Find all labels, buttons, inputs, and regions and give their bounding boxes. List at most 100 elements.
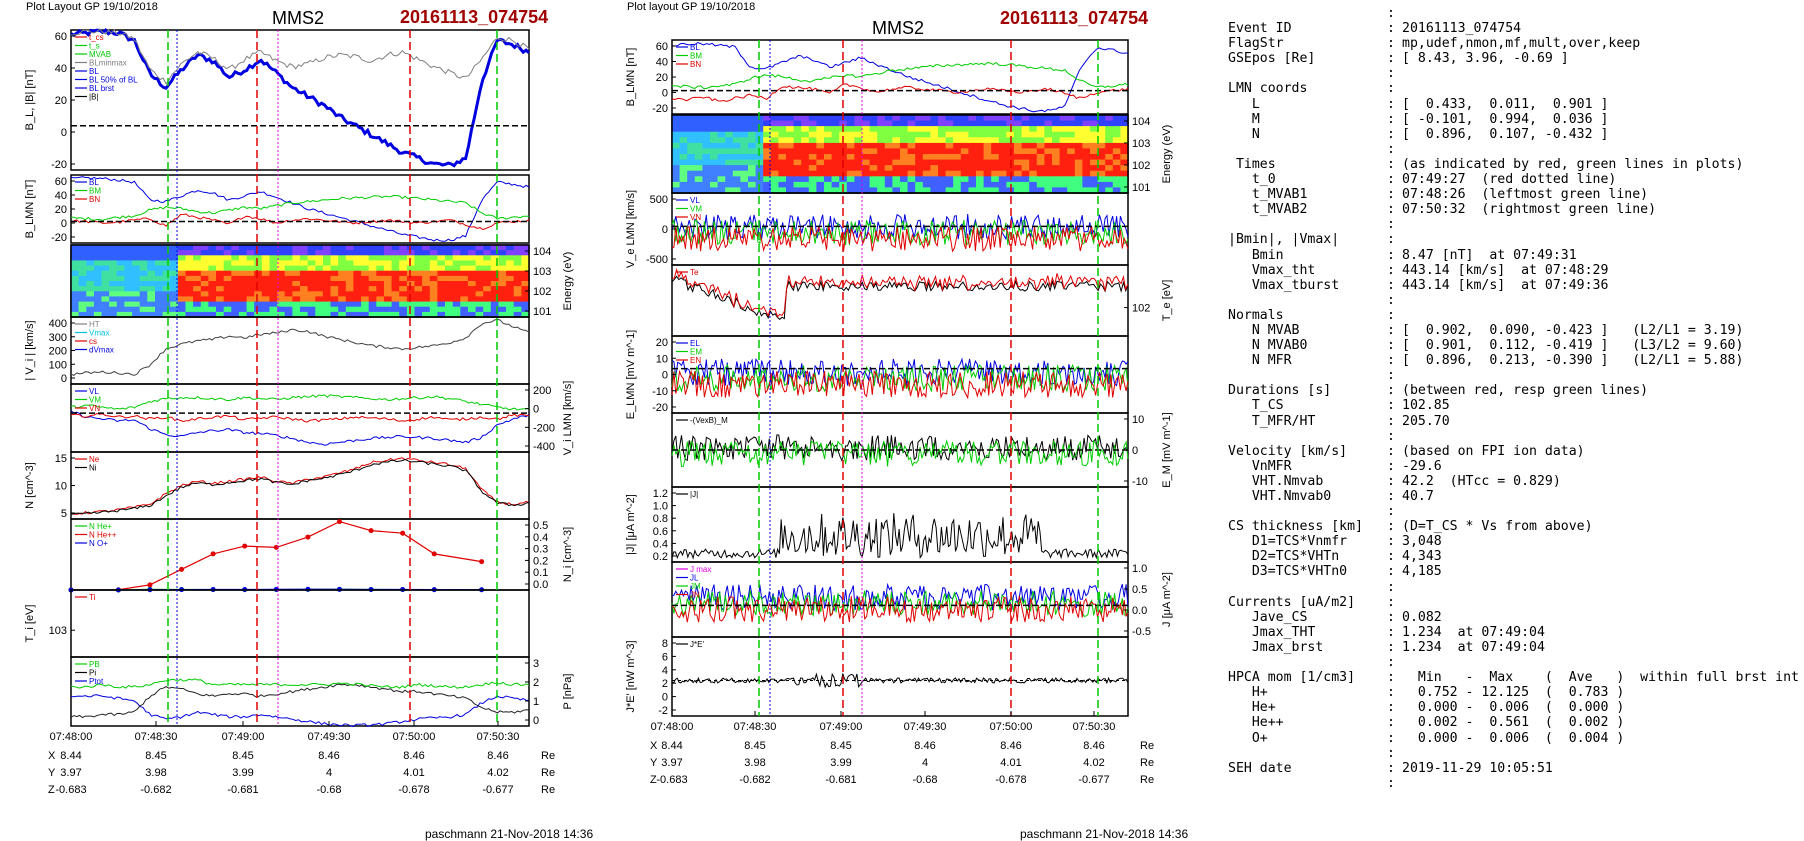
spectrogram-cell (490, 291, 499, 297)
spectrogram-cell (246, 296, 255, 303)
spectrogram-cell (1014, 165, 1023, 172)
spectrogram-cell (1090, 137, 1099, 144)
spectrogram-cell (1021, 176, 1030, 183)
spectrogram-cell (983, 120, 992, 127)
spectrogram-cell (124, 311, 133, 318)
spectrogram-cell (687, 131, 696, 138)
spectrogram-cell (740, 181, 749, 189)
spectrogram-cell (702, 176, 711, 183)
spectrogram-cell (915, 165, 924, 172)
spectrogram-cell (877, 148, 886, 155)
spectrogram-cell (368, 311, 377, 318)
spectrogram-cell (694, 159, 703, 166)
spectrogram-cell (907, 154, 916, 161)
spectrogram-cell (1029, 187, 1038, 194)
spectrogram-cell (672, 187, 681, 194)
spectrogram-cell (1059, 131, 1068, 138)
spectrogram-cell (900, 142, 909, 150)
spectrogram-cell (216, 311, 225, 318)
series-line-bm (671, 61, 1129, 90)
spectrogram-cell (208, 245, 217, 251)
spectrogram-cell (277, 270, 286, 277)
spectrogram-cell (86, 281, 95, 287)
spectrogram-cell (490, 296, 499, 303)
info-colon: : (1387, 277, 1395, 293)
spectrogram-cell (1082, 137, 1091, 144)
spectrogram-cell (793, 154, 802, 161)
spectrogram-cell (824, 159, 833, 166)
spectrogram-cell (406, 311, 416, 318)
spectrogram-cell (330, 245, 339, 251)
spectrogram-cell (452, 281, 461, 287)
y-tick-label: 200 (49, 346, 67, 358)
spectrogram-cell (139, 311, 148, 318)
spectrogram-cell (808, 187, 817, 194)
info-value: 07:48:26 (leftmost green line) (1402, 187, 1649, 203)
spectrogram-cell (277, 250, 286, 256)
spectrogram-cell (322, 270, 332, 277)
spectrogram-cell (1014, 142, 1023, 150)
spectrogram-cell (322, 306, 332, 313)
panel-frame (671, 264, 1129, 337)
info-row: t_MVAB2:07:50:32 (rightmost green line) (1228, 202, 1799, 217)
spectrogram-cell (284, 265, 293, 272)
spectrogram-cell (506, 291, 515, 297)
spectrogram-cell (1082, 131, 1091, 138)
spectrogram-cell (740, 154, 749, 161)
spectrogram-cell (307, 245, 316, 251)
spectrogram-cell (254, 311, 263, 318)
spectrogram-cell (467, 250, 477, 256)
info-row: HPCA mom [1/cm3]: Min - Max ( Ave ) with… (1228, 670, 1799, 685)
spectrogram-cell (284, 296, 293, 303)
spectrogram-cell (254, 281, 263, 287)
spectrogram-cell (490, 260, 499, 267)
spectrogram-cell (976, 181, 985, 189)
info-row: Jmax_brst:1.234 at 07:49:04 (1228, 640, 1799, 655)
info-colon: : (1387, 458, 1395, 474)
spectrogram-cell (1036, 181, 1045, 189)
spectrogram-cell (322, 255, 332, 261)
legend-label: -(VexB)_M (690, 416, 728, 425)
spectrogram-cell (139, 306, 148, 313)
spectrogram-cell (391, 270, 400, 277)
info-value: (between red, resp green lines) (1402, 383, 1649, 399)
spectrogram-cell (846, 154, 855, 161)
spectrogram-cell (200, 301, 209, 308)
spectrogram-cell (170, 265, 179, 272)
spectrogram-cell (915, 159, 924, 166)
spectrogram-cell (960, 115, 969, 122)
spectrogram-cell (231, 296, 240, 303)
spectrogram-cell (452, 265, 461, 272)
spectrogram-cell (786, 126, 795, 133)
info-row: He+: 0.000 - 0.006 ( 0.000 ) (1228, 700, 1799, 715)
spectrogram-cell (460, 306, 469, 313)
info-row: D2=TCS*VHTn:4,343 (1228, 549, 1799, 564)
spectrogram-cell (892, 137, 901, 144)
spectrogram-cell (1120, 159, 1129, 166)
spectrogram-cell (460, 260, 469, 267)
spectrogram-cell (223, 296, 232, 303)
spectrogram-cell (892, 159, 901, 166)
spectrogram-cell (338, 250, 347, 256)
spectrogram-cell (86, 270, 95, 277)
spectrogram-cell (801, 142, 810, 150)
spectrogram-cell (1120, 131, 1129, 138)
spectrogram-cell (147, 311, 156, 318)
spectrogram-cell (983, 154, 992, 161)
spectrogram-cell (748, 181, 757, 189)
y-tick-label: 6 (662, 651, 668, 663)
spectrogram-cell (1021, 154, 1030, 161)
info-row: Vmax_tht:443.14 [km/s] at 07:48:29 (1228, 263, 1799, 278)
spectrogram-cell (1120, 126, 1129, 133)
spectrogram-cell (86, 255, 95, 261)
spectrogram-cell (345, 301, 354, 308)
spectrogram-cell (1044, 137, 1053, 144)
panel-frame (70, 316, 530, 385)
spectrogram-cell (755, 154, 764, 161)
spectrogram-cell (177, 265, 187, 272)
spectrogram-cell (793, 159, 802, 166)
spectrogram-cell (710, 154, 719, 161)
spectrogram-cell (801, 187, 810, 194)
spectrogram-cell (185, 245, 194, 251)
spectrogram-cell (960, 120, 969, 127)
